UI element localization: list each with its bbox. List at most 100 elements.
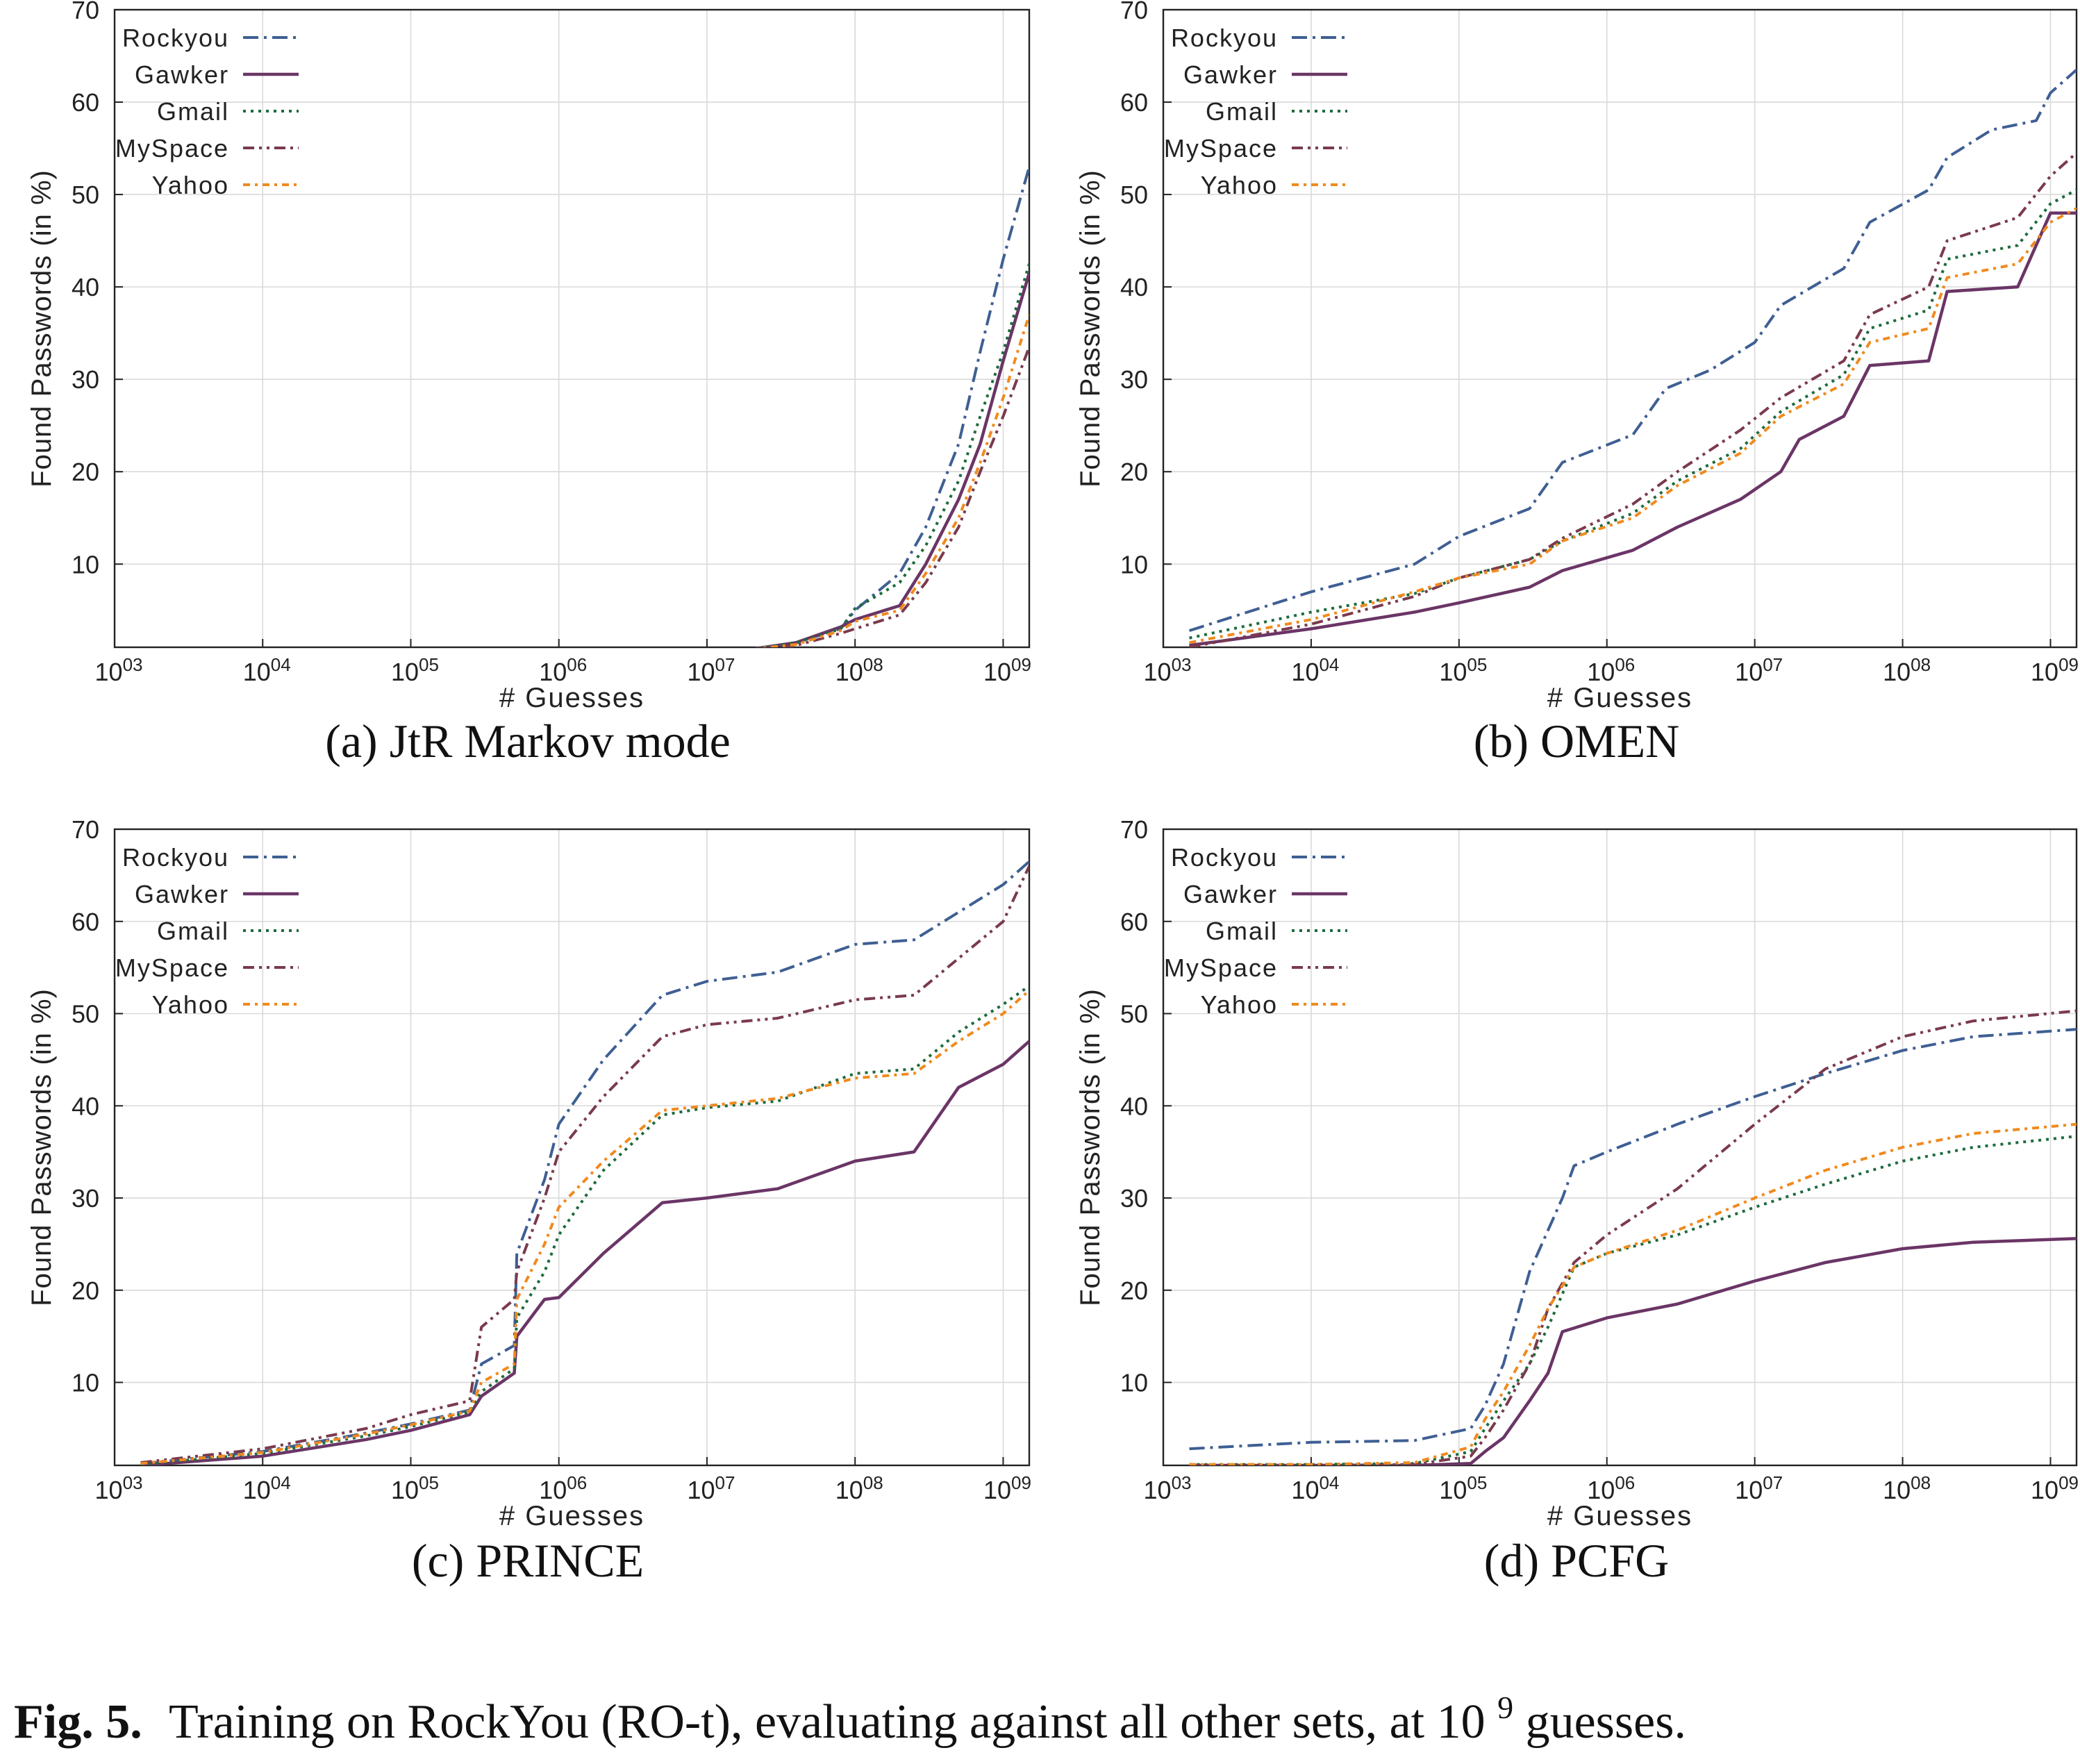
- series-line-rockyou: [754, 166, 1029, 647]
- y-tick-label: 20: [1120, 1276, 1148, 1305]
- legend-label: Rockyou: [122, 843, 229, 872]
- legend-label: Rockyou: [1171, 843, 1278, 872]
- y-axis-label: Found Passwords (in %): [26, 988, 57, 1306]
- x-tick-label: 1009: [983, 654, 1031, 686]
- x-tick-label: 1009: [983, 1472, 1031, 1504]
- chart-panel-1: 10 20 30 40 50 60 70 1003 1004 1005 1006 1007 1008 10…: [26, 0, 1031, 767]
- series-line-gawker: [1189, 1237, 2077, 1465]
- x-tick-label: 1004: [1291, 654, 1339, 686]
- legend-label: Gawker: [135, 60, 229, 89]
- y-tick-label: 40: [1120, 1092, 1148, 1120]
- x-tick-label: 1003: [1144, 654, 1192, 686]
- y-tick-label: 40: [72, 1092, 99, 1120]
- x-tick-label: 1006: [539, 1472, 587, 1504]
- y-tick-label: 60: [72, 88, 99, 117]
- x-tick-label: 1007: [1735, 1472, 1783, 1504]
- series-line-rockyou: [140, 860, 1029, 1465]
- legend: Rockyou Gawker Gmail MySpace Yahoo: [1164, 24, 1347, 199]
- y-tick-label: 70: [1120, 0, 1148, 24]
- legend-label: Rockyou: [1171, 24, 1278, 52]
- chart-panels: 10 20 30 40 50 60 70 1003 1004 1005 1006 1007 1008 10…: [26, 0, 2079, 1587]
- y-tick-label: 10: [1120, 550, 1148, 579]
- y-tick-label: 30: [1120, 1184, 1148, 1213]
- x-tick-label: 1005: [391, 1472, 439, 1504]
- series-line-myspace: [757, 346, 1029, 647]
- series-line-rockyou: [1188, 69, 2077, 633]
- x-tick-label: 1009: [2031, 1472, 2079, 1504]
- series-line-gmail: [140, 985, 1029, 1465]
- legend: Rockyou Gawker Gmail MySpace Yahoo: [115, 843, 299, 1019]
- x-axis-label: # Guesses: [499, 683, 644, 713]
- x-tick-label: 1008: [835, 654, 883, 686]
- y-tick-label: 10: [72, 1369, 99, 1397]
- caption-text: Training on RockYou (RO-t), evaluating a…: [169, 1695, 1486, 1749]
- x-tick-label: 1004: [243, 654, 291, 686]
- x-tick-label: 1006: [1587, 1472, 1635, 1504]
- y-tick-label: 40: [72, 273, 99, 301]
- series-line-gmail: [1189, 188, 2077, 640]
- y-tick-label: 60: [1120, 908, 1148, 936]
- legend-label: Gmail: [1206, 97, 1278, 126]
- legend-label: Gawker: [1183, 880, 1278, 908]
- legend-label: MySpace: [1164, 954, 1278, 982]
- y-tick-label: 50: [1120, 181, 1148, 209]
- y-tick-label: 20: [72, 1276, 99, 1305]
- legend-label: Rockyou: [122, 24, 229, 52]
- caption-label: Fig. 5.: [14, 1695, 142, 1749]
- series-line-yahoo: [1189, 1122, 2077, 1465]
- y-tick-label: 70: [72, 0, 99, 24]
- y-tick-label: 10: [1120, 1369, 1148, 1397]
- legend: Rockyou Gawker Gmail MySpace Yahoo: [1164, 843, 1347, 1019]
- plot-frame: [113, 828, 1031, 1467]
- x-tick-label: 1004: [1291, 1472, 1339, 1504]
- chart-panel-2: 10 20 30 40 50 60 70 1003 1004 1005 1006 1007 1008 10…: [1075, 0, 2079, 767]
- y-tick-label: 40: [1120, 273, 1148, 301]
- x-tick-label: 1008: [1883, 654, 1931, 686]
- y-axis-label: Found Passwords (in %): [1075, 988, 1106, 1306]
- y-tick-label: 30: [72, 365, 99, 394]
- x-tick-label: 1009: [2031, 654, 2079, 686]
- panel-caption: (d) PCFG: [1484, 1534, 1669, 1587]
- series-line-gawker: [140, 1040, 1029, 1465]
- y-tick-label: 30: [72, 1184, 99, 1213]
- x-axis-label: # Guesses: [499, 1501, 644, 1531]
- figure-caption: Fig. 5. Training on RockYou (RO-t), eval…: [14, 1676, 1686, 1749]
- x-tick-label: 1005: [1439, 1472, 1487, 1504]
- legend-label: MySpace: [115, 954, 229, 982]
- legend-label: Gawker: [135, 880, 229, 908]
- plot-frame: [1162, 828, 2078, 1467]
- legend-label: Gawker: [1183, 60, 1278, 89]
- x-tick-label: 1003: [95, 1472, 143, 1504]
- y-tick-label: 50: [72, 1000, 99, 1029]
- panel-caption: (b) OMEN: [1474, 715, 1680, 767]
- y-tick-label: 70: [1120, 815, 1148, 844]
- series-group: [140, 860, 1029, 1465]
- legend-label: Gmail: [157, 917, 229, 945]
- x-tick-label: 1008: [835, 1472, 883, 1504]
- series-line-myspace: [1189, 1009, 2077, 1465]
- series-line-myspace: [140, 865, 1029, 1464]
- y-tick-label: 60: [1120, 88, 1148, 117]
- x-tick-label: 1005: [1439, 654, 1487, 686]
- y-axis-label: Found Passwords (in %): [26, 169, 57, 488]
- series-line-yahoo: [756, 314, 1029, 647]
- x-tick-label: 1007: [1735, 654, 1783, 686]
- chart-panel-4: 10 20 30 40 50 60 70 1003 1004 1005 1006 1007 1008 10…: [1075, 815, 2079, 1587]
- y-tick-label: 20: [72, 458, 99, 486]
- x-tick-label: 1005: [391, 654, 439, 686]
- y-tick-label: 70: [72, 815, 99, 844]
- caption-tail: guesses.: [1526, 1695, 1686, 1749]
- plot-frame: [113, 8, 1031, 649]
- legend-label: Yahoo: [1201, 171, 1278, 199]
- legend-label: Yahoo: [152, 171, 229, 199]
- x-tick-label: 1006: [1587, 654, 1635, 686]
- x-axis-label: # Guesses: [1547, 683, 1692, 713]
- y-axis-label: Found Passwords (in %): [1075, 169, 1106, 488]
- series-group: [1188, 69, 2077, 647]
- x-tick-label: 1003: [1144, 1472, 1192, 1504]
- legend-label: Gmail: [1206, 917, 1278, 945]
- legend-label: Yahoo: [1201, 990, 1278, 1019]
- y-tick-label: 30: [1120, 365, 1148, 394]
- series-line-myspace: [1189, 151, 2077, 647]
